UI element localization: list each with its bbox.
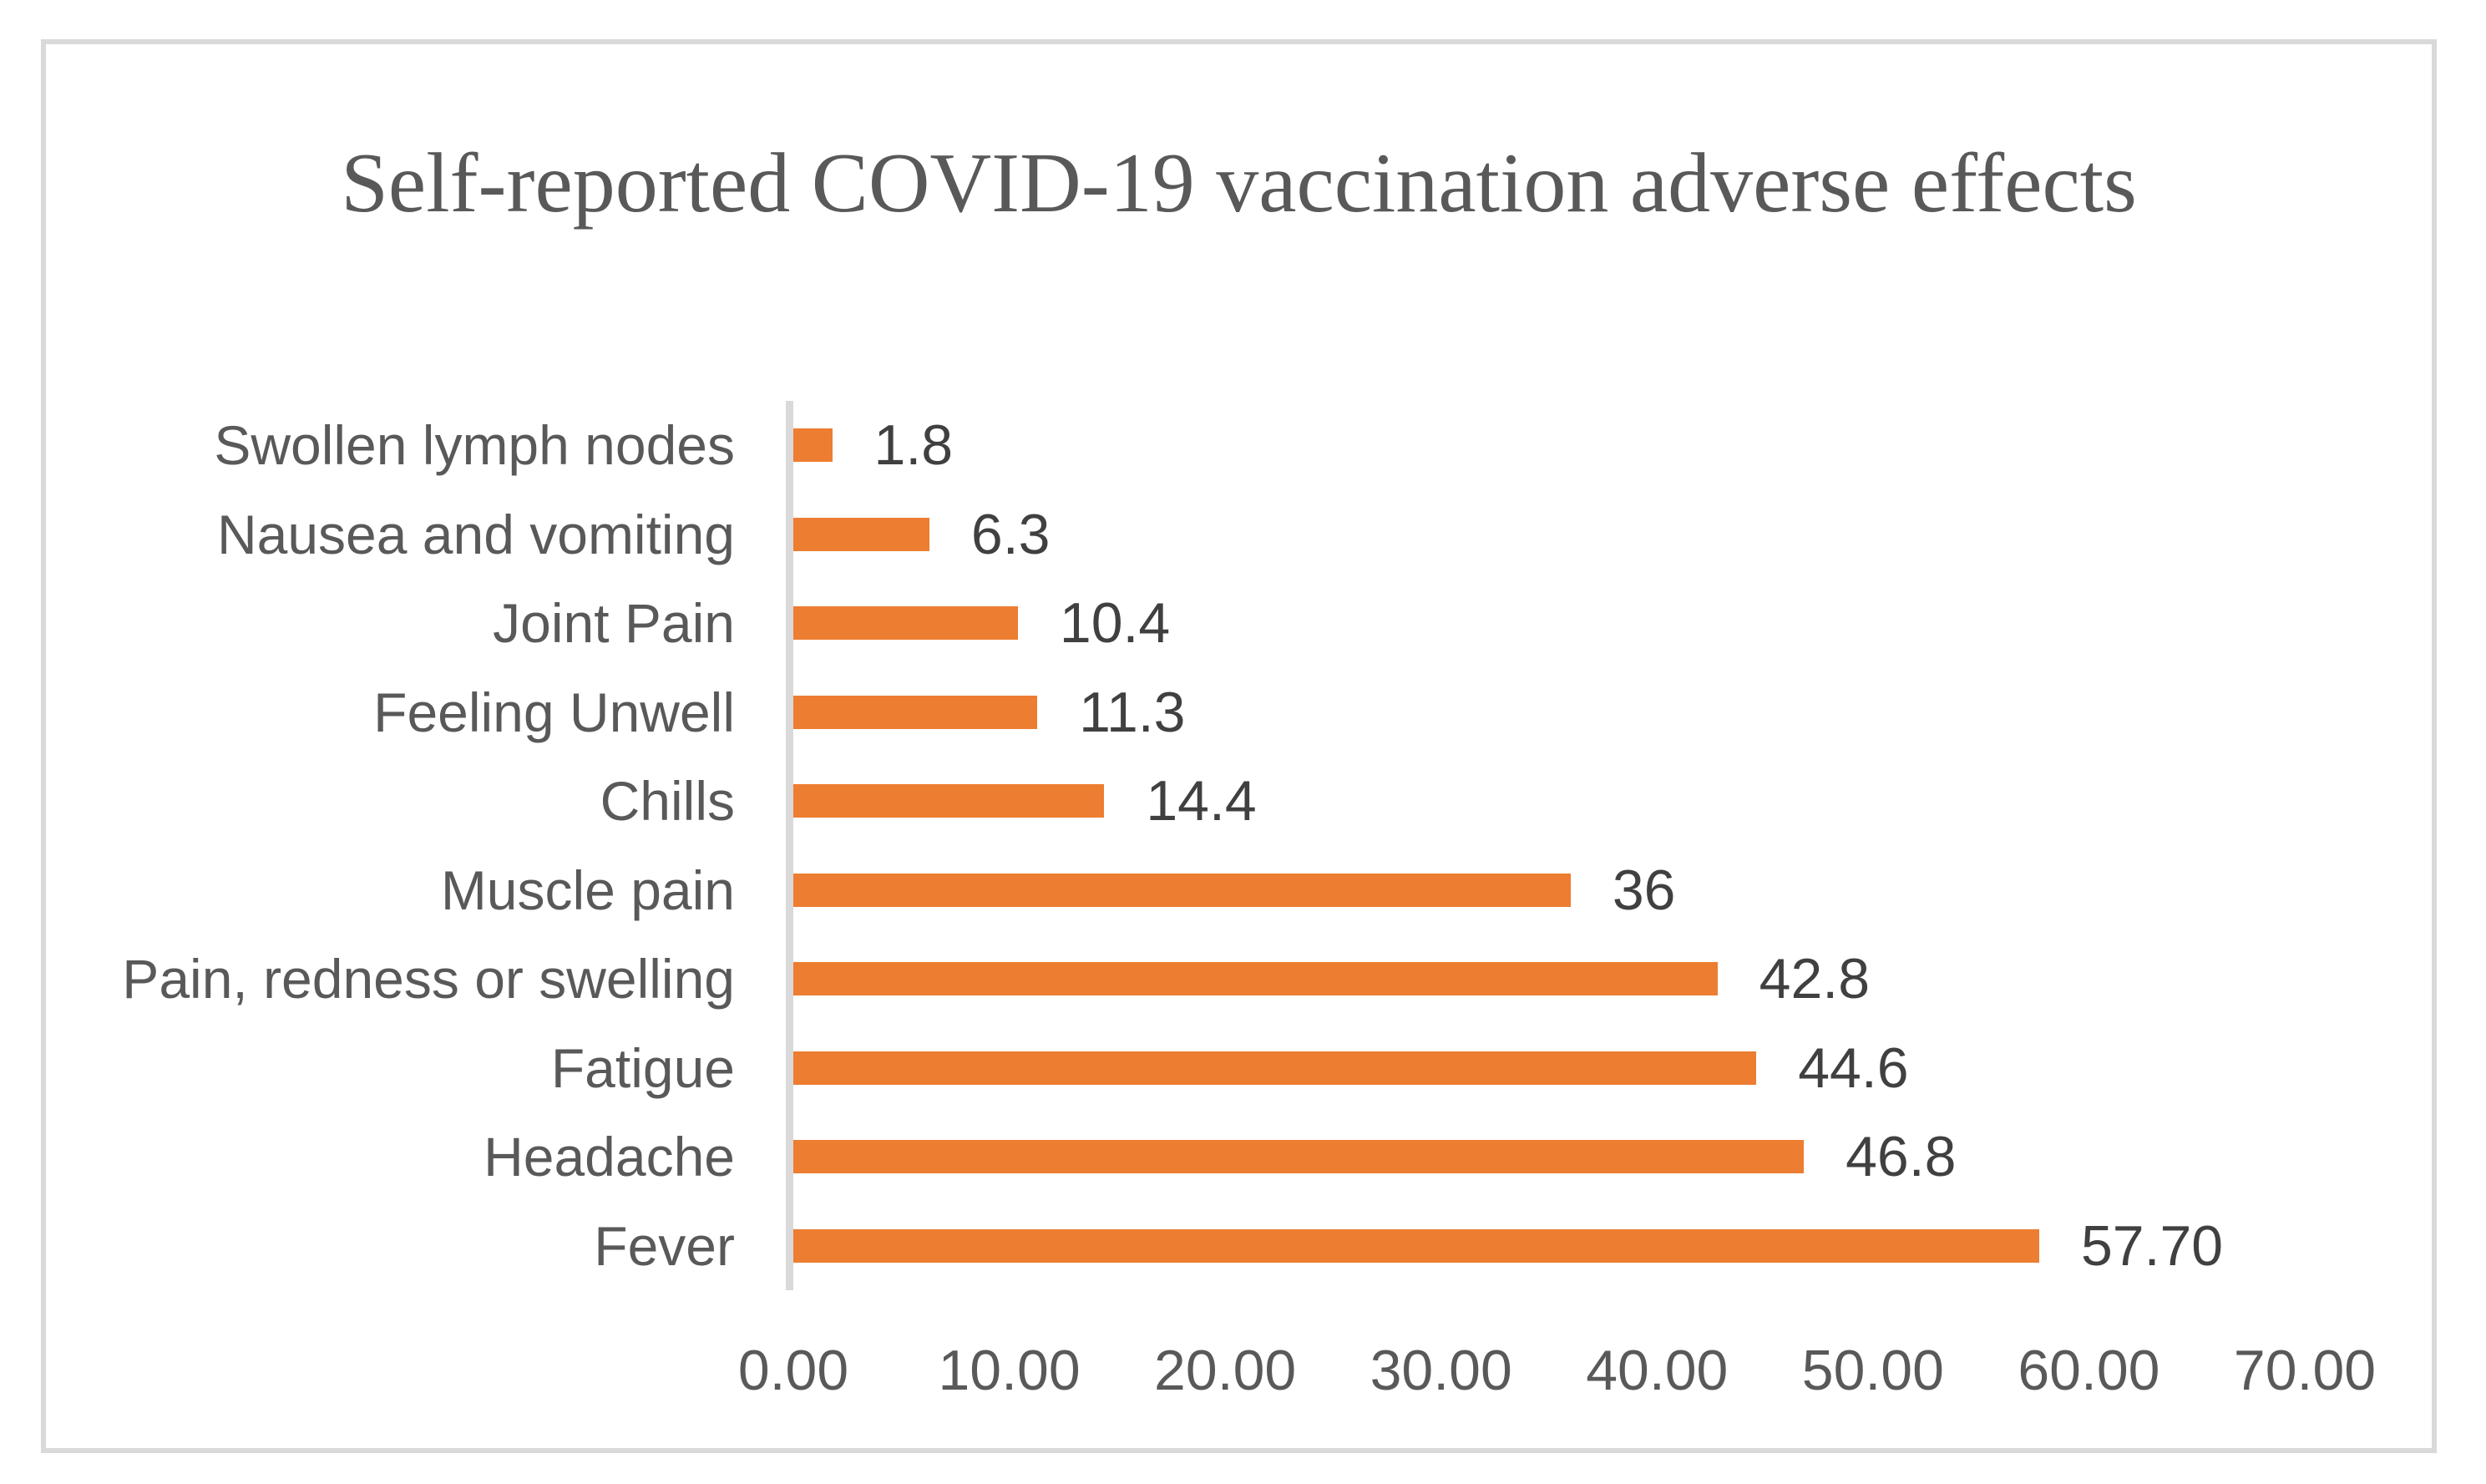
bar-row: 6.3 xyxy=(793,490,2305,580)
category-label: Chills xyxy=(600,770,735,833)
data-label: 46.8 xyxy=(1846,1125,1957,1189)
bar-row: 1.8 xyxy=(793,401,2305,490)
category-label: Swollen lymph nodes xyxy=(214,414,735,477)
category-label: Fatigue xyxy=(550,1036,735,1099)
bar xyxy=(793,784,1105,818)
data-label: 42.8 xyxy=(1759,947,1871,1011)
bar xyxy=(793,428,833,463)
bar xyxy=(793,1140,1805,1174)
x-tick-label: 50.00 xyxy=(1801,1339,1944,1402)
data-label: 1.8 xyxy=(873,413,954,478)
category-labels-column: Swollen lymph nodes Nausea and vomiting … xyxy=(46,401,735,1290)
chart-frame: Self-reported COVID-19 vaccination adver… xyxy=(41,39,2437,1453)
x-axis: 0.00 10.00 20.00 30.00 40.00 50.00 60.00… xyxy=(738,1338,2376,1413)
x-tick-label: 70.00 xyxy=(2233,1339,2377,1402)
bar xyxy=(793,1051,1757,1085)
x-tick-label: 20.00 xyxy=(1154,1339,1297,1402)
x-tick-label: 30.00 xyxy=(1370,1339,1512,1402)
category-label: Headache xyxy=(484,1126,735,1188)
bar xyxy=(793,962,1718,996)
bar xyxy=(793,517,929,551)
data-label: 10.4 xyxy=(1059,591,1171,656)
data-label: 36 xyxy=(1612,858,1676,922)
chart-title: Self-reported COVID-19 vaccination adver… xyxy=(341,136,2137,230)
bar xyxy=(793,606,1018,641)
category-label: Nausea and vomiting xyxy=(216,503,735,565)
category-label: Feeling Unwell xyxy=(373,681,735,743)
data-label: 11.3 xyxy=(1079,680,1186,744)
bar xyxy=(793,1228,2039,1263)
x-tick-label: 60.00 xyxy=(2018,1339,2160,1402)
bar-row: 36 xyxy=(793,846,2305,935)
bar-row: 11.3 xyxy=(793,668,2305,757)
bar-row: 42.8 xyxy=(793,934,2305,1024)
bar-row: 46.8 xyxy=(793,1112,2305,1202)
data-label: 44.6 xyxy=(1798,1036,1909,1100)
bar xyxy=(793,873,1571,907)
bar-row: 57.70 xyxy=(793,1202,2305,1291)
y-axis-line xyxy=(786,401,793,1290)
bar-row: 14.4 xyxy=(793,757,2305,846)
data-label: 14.4 xyxy=(1146,769,1257,833)
x-tick-label: 10.00 xyxy=(938,1339,1081,1402)
bar xyxy=(793,695,1038,729)
bar-row: 44.6 xyxy=(793,1024,2305,1113)
data-label: 57.70 xyxy=(2080,1213,2224,1278)
x-tick-label: 0.00 xyxy=(737,1339,849,1402)
data-label: 6.3 xyxy=(970,502,1051,566)
category-label: Muscle pain xyxy=(440,858,735,921)
x-tick-label: 40.00 xyxy=(1586,1339,1729,1402)
plot-area: 1.8 6.3 10.4 11.3 14.4 36 42.8 44.6 46.8… xyxy=(793,401,2305,1290)
category-label: Joint Pain xyxy=(493,592,735,655)
bar-row: 10.4 xyxy=(793,579,2305,668)
category-label: Pain, redness or swelling xyxy=(122,948,735,1010)
category-label: Fever xyxy=(594,1214,735,1277)
